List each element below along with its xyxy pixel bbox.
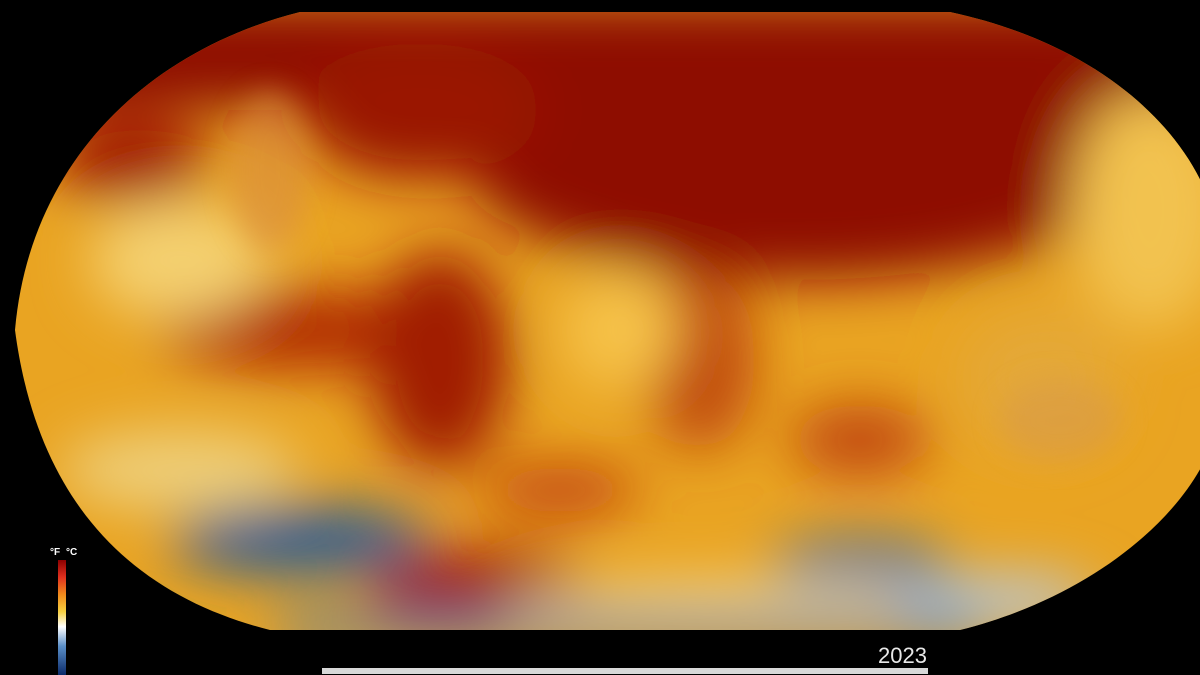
colorbar-scale <box>58 560 66 675</box>
timeline: 2023 <box>322 643 928 674</box>
land-shading <box>230 90 1120 460</box>
colorbar: °F °C <box>50 547 77 675</box>
timeline-bar <box>322 668 928 674</box>
unit-fahrenheit: °F <box>50 547 60 558</box>
year-label: 2023 <box>878 643 927 668</box>
temperature-map <box>15 12 1200 630</box>
unit-celsius: °C <box>66 547 77 558</box>
